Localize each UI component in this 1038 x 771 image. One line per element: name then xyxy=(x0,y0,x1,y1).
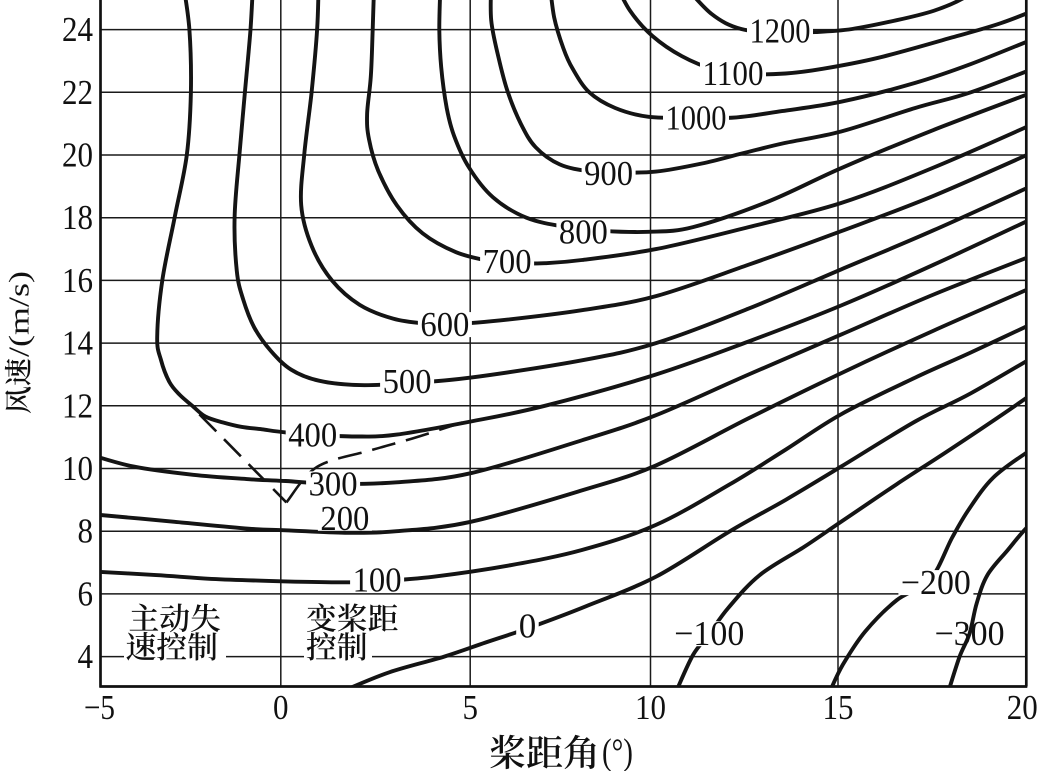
svg-text:−5: −5 xyxy=(84,688,115,727)
svg-text:22: 22 xyxy=(62,73,93,112)
svg-text:400: 400 xyxy=(288,416,337,455)
svg-text:12: 12 xyxy=(62,386,93,425)
svg-text:0: 0 xyxy=(273,688,289,727)
svg-text:800: 800 xyxy=(559,212,608,251)
svg-text:8: 8 xyxy=(78,512,94,551)
svg-text:20: 20 xyxy=(1007,688,1038,727)
svg-text:5: 5 xyxy=(462,688,478,727)
svg-text:/(m/s): /(m/s) xyxy=(4,271,36,357)
svg-text:14: 14 xyxy=(62,324,93,363)
svg-text:10: 10 xyxy=(62,449,93,488)
svg-text:4: 4 xyxy=(78,637,94,676)
svg-text:1000: 1000 xyxy=(666,99,727,138)
svg-text:100: 100 xyxy=(353,561,402,600)
svg-text:−100: −100 xyxy=(674,614,744,653)
svg-text:700: 700 xyxy=(483,242,532,281)
svg-text:1100: 1100 xyxy=(703,54,764,93)
svg-text:6: 6 xyxy=(78,574,94,613)
svg-text:−200: −200 xyxy=(901,563,971,602)
svg-text:20: 20 xyxy=(62,136,93,175)
svg-text:500: 500 xyxy=(383,362,432,401)
svg-text:900: 900 xyxy=(584,154,633,193)
svg-text:0: 0 xyxy=(519,607,537,646)
svg-text:600: 600 xyxy=(420,305,469,344)
svg-text:24: 24 xyxy=(62,10,93,49)
svg-text:1200: 1200 xyxy=(750,11,811,50)
svg-text:16: 16 xyxy=(62,261,93,300)
svg-text:300: 300 xyxy=(309,464,358,503)
svg-text:200: 200 xyxy=(320,499,369,538)
svg-text:−300: −300 xyxy=(935,614,1005,653)
svg-text:(°): (°) xyxy=(602,732,633,771)
svg-text:15: 15 xyxy=(823,688,854,727)
svg-text:10: 10 xyxy=(635,688,666,727)
svg-text:18: 18 xyxy=(62,198,93,237)
